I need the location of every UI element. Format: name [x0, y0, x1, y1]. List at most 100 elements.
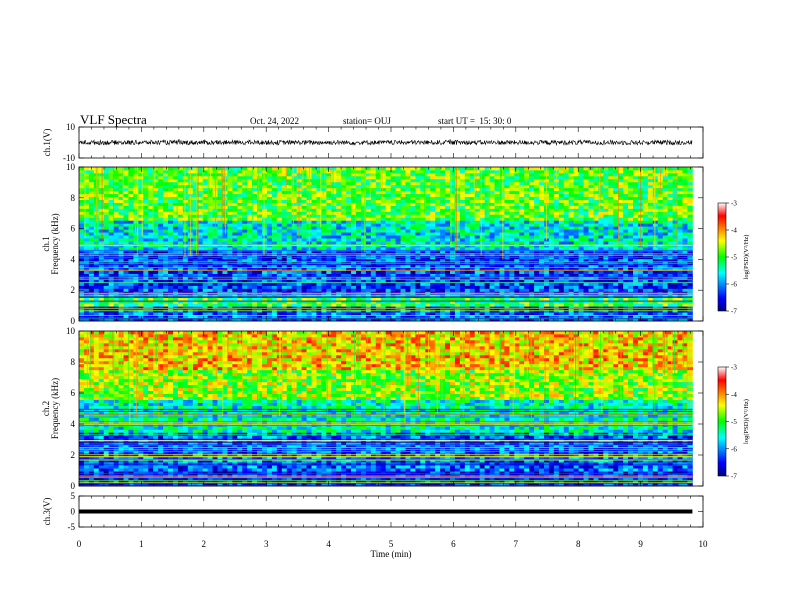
spectrogram-cell: [360, 264, 367, 269]
spectrogram-cell: [163, 193, 169, 198]
spectrogram-cell: [168, 246, 174, 251]
spectrogram-cell: [474, 193, 481, 198]
spectrogram-cell: [242, 178, 248, 183]
spectrogram-cell: [207, 264, 213, 269]
spectrogram-cell: [301, 214, 307, 218]
spectrogram-cell: [539, 178, 545, 183]
spectrogram-cell: [331, 199, 337, 203]
spectrogram-cell: [489, 208, 495, 212]
spectrogram-cell: [271, 258, 278, 263]
spectrogram-cell: [257, 193, 263, 198]
spectrogram-cell: [232, 297, 238, 301]
spectrogram-cell: [291, 232, 298, 236]
spectrogram-cell: [98, 282, 105, 286]
spectrogram-cell: [365, 241, 372, 245]
spectrogram-cell: [390, 238, 396, 242]
spectrogram-cell: [217, 167, 223, 171]
spectrogram-cell: [143, 249, 149, 254]
spectrogram-cell: [276, 187, 283, 192]
spectrogram-cell: [276, 297, 283, 301]
spectrogram-cell: [143, 223, 149, 227]
spectrogram-cell: [494, 238, 500, 242]
spectrogram-cell: [108, 235, 115, 239]
spectrogram-cell: [172, 205, 179, 209]
spectrogram-cell: [469, 297, 476, 301]
spectrogram-cell: [370, 241, 377, 245]
spectrogram-cell: [410, 312, 416, 316]
spectrogram-cell: [405, 235, 411, 239]
spectrogram-cell: [445, 193, 451, 198]
spectrogram-cell: [514, 226, 520, 230]
spectrogram-cell: [469, 264, 476, 269]
spectrogram-cell: [98, 169, 105, 174]
spectrogram-cell: [301, 285, 307, 289]
spectrogram-cell: [341, 246, 347, 251]
spectrogram-cell: [148, 196, 154, 200]
spectrogram-cell: [83, 178, 90, 183]
spectrogram-cell: [365, 270, 372, 275]
spectrogram-cell: [262, 258, 268, 263]
spectrogram-cell: [479, 169, 486, 174]
spectrogram-cell: [420, 246, 426, 251]
spectrogram-cell: [153, 223, 159, 227]
spectrogram-cell: [435, 235, 441, 239]
spectrogram-cell: [217, 258, 223, 263]
spectrogram-cell: [291, 184, 298, 189]
spectrogram-cell: [133, 172, 139, 177]
spectrogram-cell: [410, 264, 416, 269]
spectrogram-cell: [311, 258, 317, 263]
spectrogram-cell: [266, 217, 273, 221]
spectrogram-cell: [242, 196, 248, 200]
spectrogram-cell: [237, 258, 243, 263]
spectrogram-cell: [410, 178, 416, 183]
spectrogram-cell: [351, 235, 357, 239]
spectrogram-cell: [459, 235, 466, 239]
spectrogram-cell: [321, 178, 327, 183]
spectrogram-cell: [529, 190, 535, 195]
spectrogram-cell: [464, 220, 471, 224]
spectrogram-cell: [168, 297, 174, 301]
spectrogram-cell: [237, 187, 243, 192]
spectrogram-cell: [103, 172, 110, 177]
spectrogram-cell: [360, 181, 367, 186]
spectrogram-cell: [519, 232, 525, 236]
spectrogram-cell: [177, 167, 184, 171]
spectrogram-cell: [227, 220, 233, 224]
spectrogram-cell: [88, 315, 95, 319]
spectrogram-cell: [415, 249, 421, 254]
spectrogram-cell: [469, 238, 476, 242]
spectrogram-cell: [237, 175, 243, 180]
spectrogram-cell: [286, 315, 293, 319]
spectrogram-cell: [484, 178, 490, 183]
spectrogram-cell: [454, 270, 461, 275]
spectrogram-cell: [257, 318, 263, 322]
spectrogram-cell: [98, 285, 105, 289]
spectrogram-cell: [197, 229, 204, 233]
spectrogram-cell: [133, 181, 139, 186]
spectrogram-cell: [301, 297, 307, 301]
spectrogram-cell: [192, 169, 199, 174]
spectrogram-cell: [420, 229, 426, 233]
spectrogram-cell: [469, 226, 476, 230]
spectrogram-cell: [187, 288, 194, 292]
spectrogram-cell: [321, 303, 327, 307]
spectrogram-cell: [93, 318, 100, 322]
spectrogram-cell: [331, 229, 337, 233]
spectrogram-cell: [509, 196, 515, 200]
spectrogram-cell: [445, 303, 451, 307]
spectrogram-cell: [548, 282, 555, 286]
spectrogram-cell: [410, 208, 416, 212]
spectrogram-cell: [390, 312, 396, 316]
spectrogram-cell: [262, 273, 268, 277]
spectrogram-cell: [301, 312, 307, 316]
spectrogram-cell: [108, 318, 115, 322]
spectrogram-cell: [232, 175, 238, 180]
spectrogram-cell: [539, 267, 545, 272]
spectrogram-cell: [459, 264, 466, 269]
spectrogram-cell: [410, 226, 416, 230]
spectrogram-cell: [158, 288, 164, 292]
spectrogram-cell: [252, 235, 258, 239]
spectrogram-cell: [336, 202, 342, 206]
spectrogram-cell: [311, 190, 317, 195]
spectrogram-cell: [197, 211, 204, 215]
